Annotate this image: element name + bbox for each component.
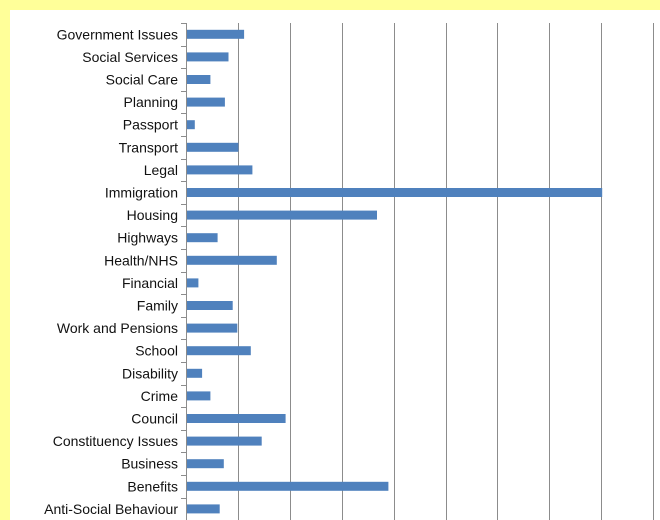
category-axis xyxy=(181,23,187,520)
bar xyxy=(187,323,238,333)
category-label: Financial xyxy=(122,275,178,291)
category-label: Passport xyxy=(123,117,178,133)
bar xyxy=(187,368,203,378)
bar xyxy=(187,188,603,197)
bar xyxy=(187,391,211,401)
category-label: Social Services xyxy=(82,49,178,65)
bar xyxy=(187,52,229,62)
bar xyxy=(187,414,286,423)
category-label: Housing xyxy=(127,207,178,223)
category-label: Crime xyxy=(141,388,179,404)
category-label: Government Issues xyxy=(57,26,178,42)
bar xyxy=(187,459,224,469)
category-label: Business xyxy=(121,456,178,472)
category-label: Work and Pensions xyxy=(57,320,178,336)
chart-frame: Government Issues Social Services Social C… xyxy=(10,10,660,520)
bar xyxy=(187,120,195,130)
bar xyxy=(187,233,218,243)
category-label: Benefits xyxy=(127,478,178,494)
category-label: Constituency Issues xyxy=(53,433,178,449)
category-label: Disability xyxy=(122,365,178,381)
bar xyxy=(187,346,251,356)
bar xyxy=(187,301,233,310)
category-label: School xyxy=(135,343,178,359)
category-label: Anti-Social Behaviour xyxy=(44,501,178,517)
bar xyxy=(187,504,220,514)
category-label: Social Care xyxy=(106,72,179,88)
category-label: Highways xyxy=(117,230,178,246)
bar xyxy=(187,29,245,39)
bar xyxy=(187,255,277,265)
bar-chart: Government Issues Social Services Social C… xyxy=(44,23,654,520)
gridlines xyxy=(238,23,654,520)
bar xyxy=(187,142,239,152)
bar xyxy=(187,210,377,220)
category-label: Transport xyxy=(119,139,179,155)
category-label: Health/NHS xyxy=(104,252,178,268)
category-label: Planning xyxy=(124,94,179,110)
bar xyxy=(187,436,262,446)
category-labels: Government Issues Social Services Social C… xyxy=(44,26,178,517)
bar xyxy=(187,278,199,288)
bars xyxy=(187,29,603,514)
category-label: Immigration xyxy=(105,185,178,201)
category-label: Family xyxy=(137,298,178,314)
bar xyxy=(187,97,225,107)
category-label: Council xyxy=(131,411,178,427)
category-label: Legal xyxy=(144,162,178,178)
bar xyxy=(187,481,389,491)
bar xyxy=(187,165,253,175)
bar xyxy=(187,75,211,84)
